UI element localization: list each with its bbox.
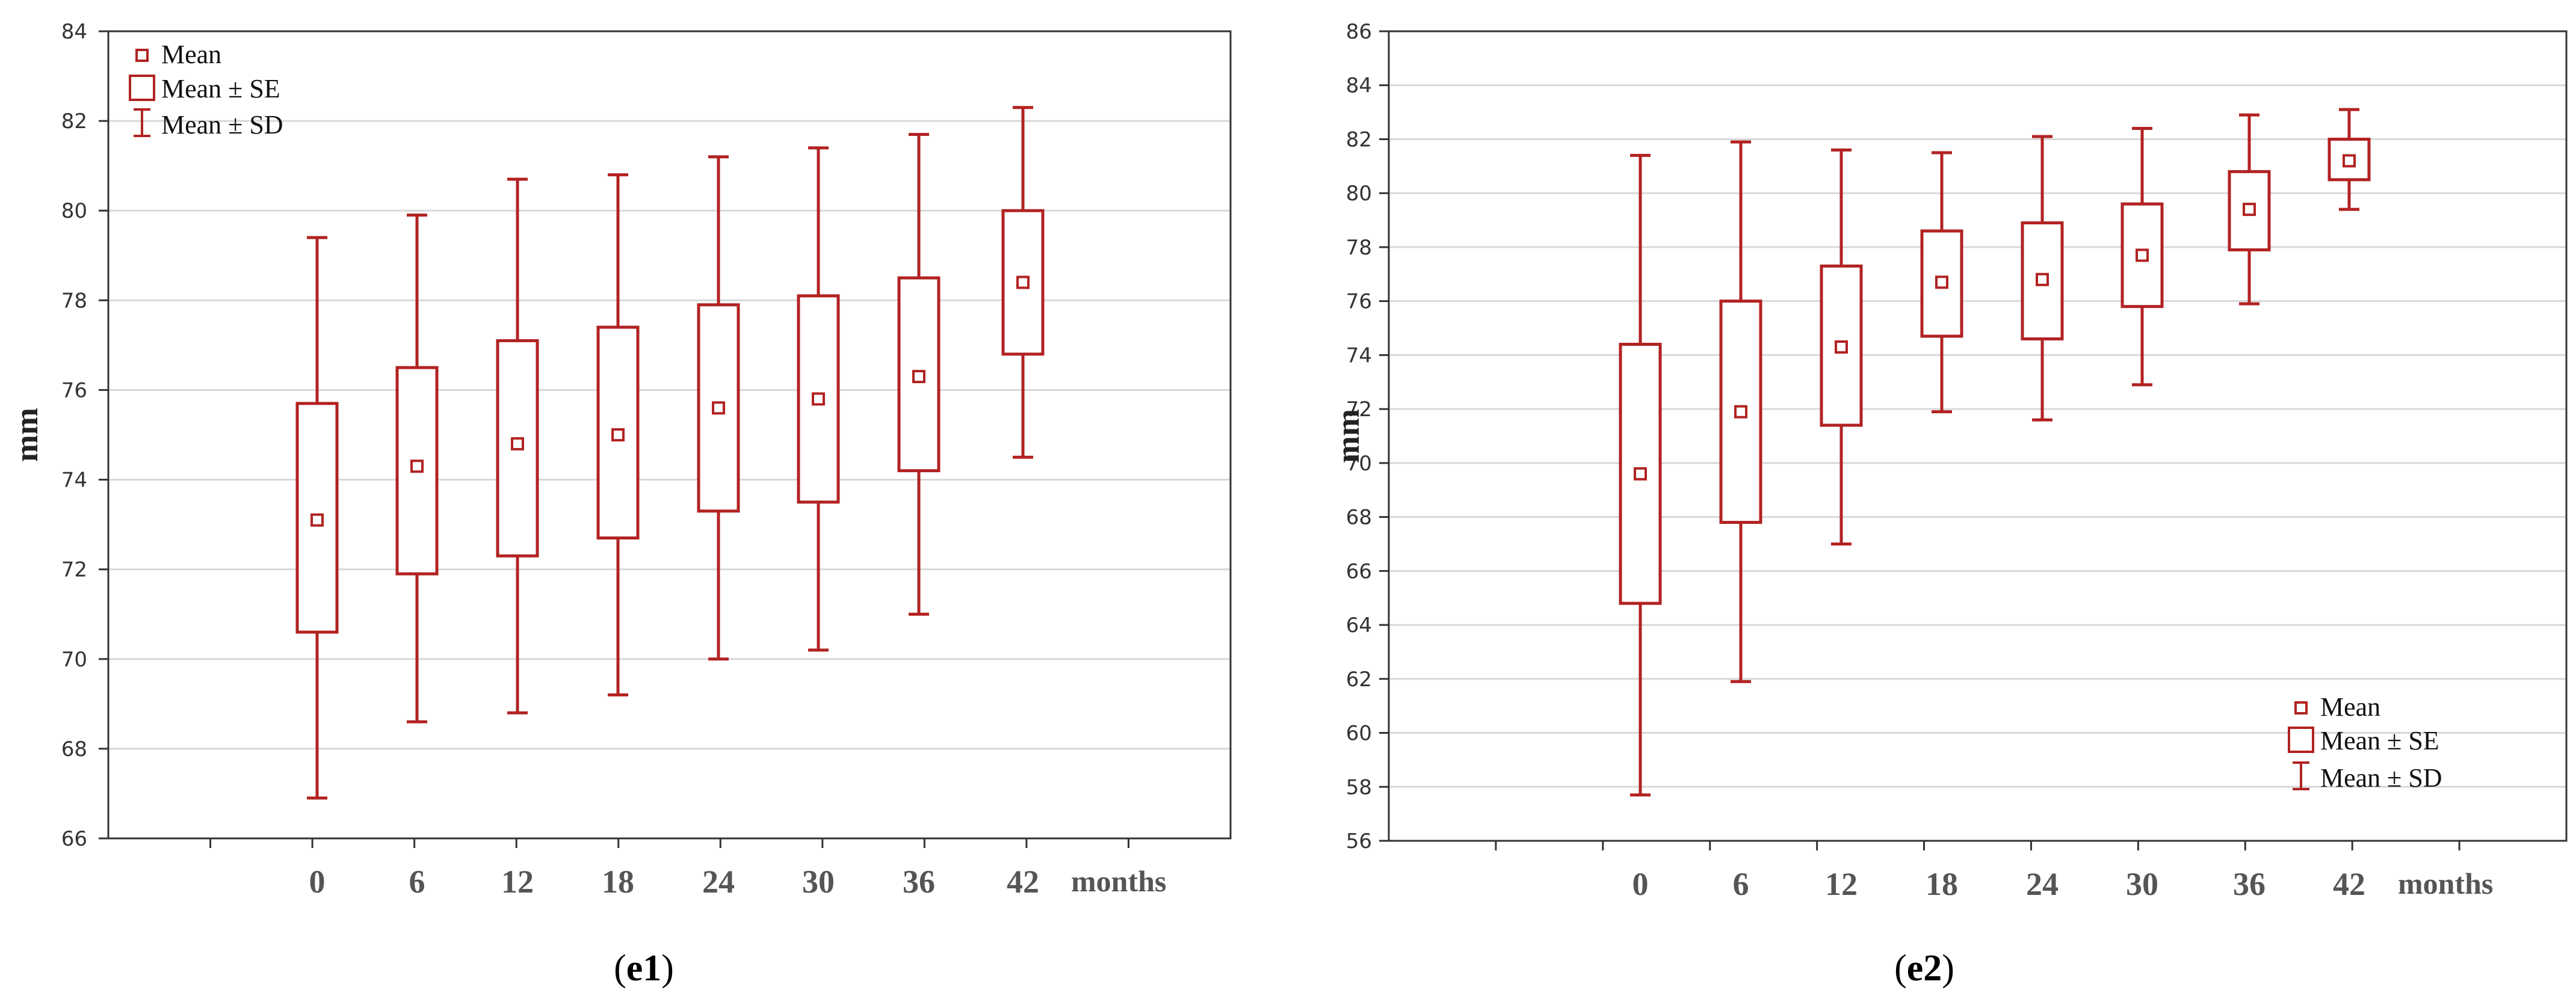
mean-marker: [410, 459, 424, 473]
mean-marker: [511, 437, 524, 450]
mean-marker: [1935, 275, 1948, 289]
y-tick-label: 62: [1346, 668, 1372, 692]
y-tick-label: 60: [1346, 722, 1372, 746]
mean-marker: [2036, 272, 2049, 286]
x-unit-label: months: [1071, 864, 1166, 898]
x-tick-label: 12: [1825, 866, 1858, 902]
legend-mean-icon: [135, 49, 149, 62]
mean-marker: [912, 370, 925, 384]
mean-marker: [310, 513, 324, 527]
mean-marker: [2136, 248, 2149, 262]
y-tick-label: 84: [1346, 74, 1372, 98]
x-tick-label: 0: [1632, 866, 1649, 902]
legend-mean-label: Mean: [161, 40, 221, 69]
y-tick-label: 76: [1346, 290, 1372, 314]
x-tick-label: 42: [1007, 864, 1039, 900]
y-tick-label: 56: [1346, 829, 1372, 853]
x-tick-label: 36: [2233, 866, 2266, 902]
y-tick-label: 64: [1346, 613, 1372, 638]
y-tick-label: 66: [61, 827, 87, 851]
legend-se-label: Mean ± SE: [161, 74, 280, 103]
y-axis-title: mm: [1330, 409, 1366, 463]
y-axis-title: mm: [8, 408, 45, 462]
legend-se-icon: [2288, 727, 2314, 753]
x-tick-label: 30: [2126, 866, 2158, 902]
se-box: [2327, 137, 2371, 182]
mean-marker: [1634, 467, 1647, 481]
y-tick-label: 68: [1346, 506, 1372, 530]
y-tick-label: 80: [61, 199, 87, 223]
x-tick-label: 36: [903, 864, 935, 900]
mean-marker: [812, 392, 825, 406]
y-tick-label: 80: [1346, 182, 1372, 206]
x-tick-label: 6: [409, 864, 425, 900]
y-tick-label: 76: [61, 378, 87, 402]
y-tick-label: 78: [61, 289, 87, 313]
legend-mean-label: Mean: [2320, 692, 2380, 722]
x-tick-label: 18: [1926, 866, 1958, 902]
y-tick-label: 66: [1346, 559, 1372, 583]
y-tick-label: 84: [61, 20, 87, 44]
x-tick-label: 18: [602, 864, 634, 900]
legend-sd-label: Mean ± SD: [161, 110, 283, 140]
panel-e1: 66 68 70 72 74 76 78 80 82 84 0 6 12 18 24 30 36 42 months…: [8, 20, 1232, 989]
x-tick-label: 24: [2026, 866, 2059, 902]
y-tick-label: 78: [1346, 236, 1372, 260]
plot-frame: [107, 30, 1232, 840]
se-box: [596, 325, 640, 539]
x-tick-label: 24: [702, 864, 735, 900]
plot-frame: [1388, 30, 2568, 842]
y-tick-label: 70: [61, 648, 87, 672]
mean-marker: [1734, 405, 1747, 419]
y-tick-label: 82: [61, 109, 87, 134]
x-tick-label: 0: [309, 864, 326, 900]
legend-sd-label: Mean ± SD: [2320, 763, 2442, 793]
y-tick-label: 72: [61, 558, 87, 582]
y-tick-label: 74: [61, 469, 87, 493]
x-unit-label: months: [2398, 867, 2493, 900]
y-tick-label: 86: [1346, 20, 1372, 44]
x-tick-label: 42: [2333, 866, 2365, 902]
panel-e2: 56 58 60 62 64 66 68 70 72 74 76 78 80 82 84 86 0 6 12 18 24…: [1330, 20, 2568, 989]
mean-marker: [2343, 154, 2356, 168]
mean-marker: [611, 428, 625, 441]
mean-marker: [1835, 340, 1848, 354]
panel-label: (e1): [614, 948, 674, 989]
panel-label: (e2): [1894, 948, 1954, 989]
y-tick-label: 72: [1346, 398, 1372, 422]
mean-marker: [2243, 203, 2256, 217]
legend-se-label: Mean ± SE: [2320, 726, 2439, 755]
x-tick-label: 6: [1733, 866, 1749, 902]
legend-se-icon: [129, 75, 155, 101]
y-tick-label: 82: [1346, 128, 1372, 152]
x-tick-label: 12: [501, 864, 534, 900]
y-tick-label: 74: [1346, 343, 1372, 367]
y-tick-label: 68: [61, 737, 87, 761]
legend-mean-icon: [2294, 701, 2308, 715]
y-tick-label: 70: [1346, 452, 1372, 476]
mean-marker: [1016, 275, 1030, 289]
y-tick-label: 58: [1346, 775, 1372, 799]
mean-marker: [712, 401, 725, 415]
x-tick-label: 30: [802, 864, 835, 900]
